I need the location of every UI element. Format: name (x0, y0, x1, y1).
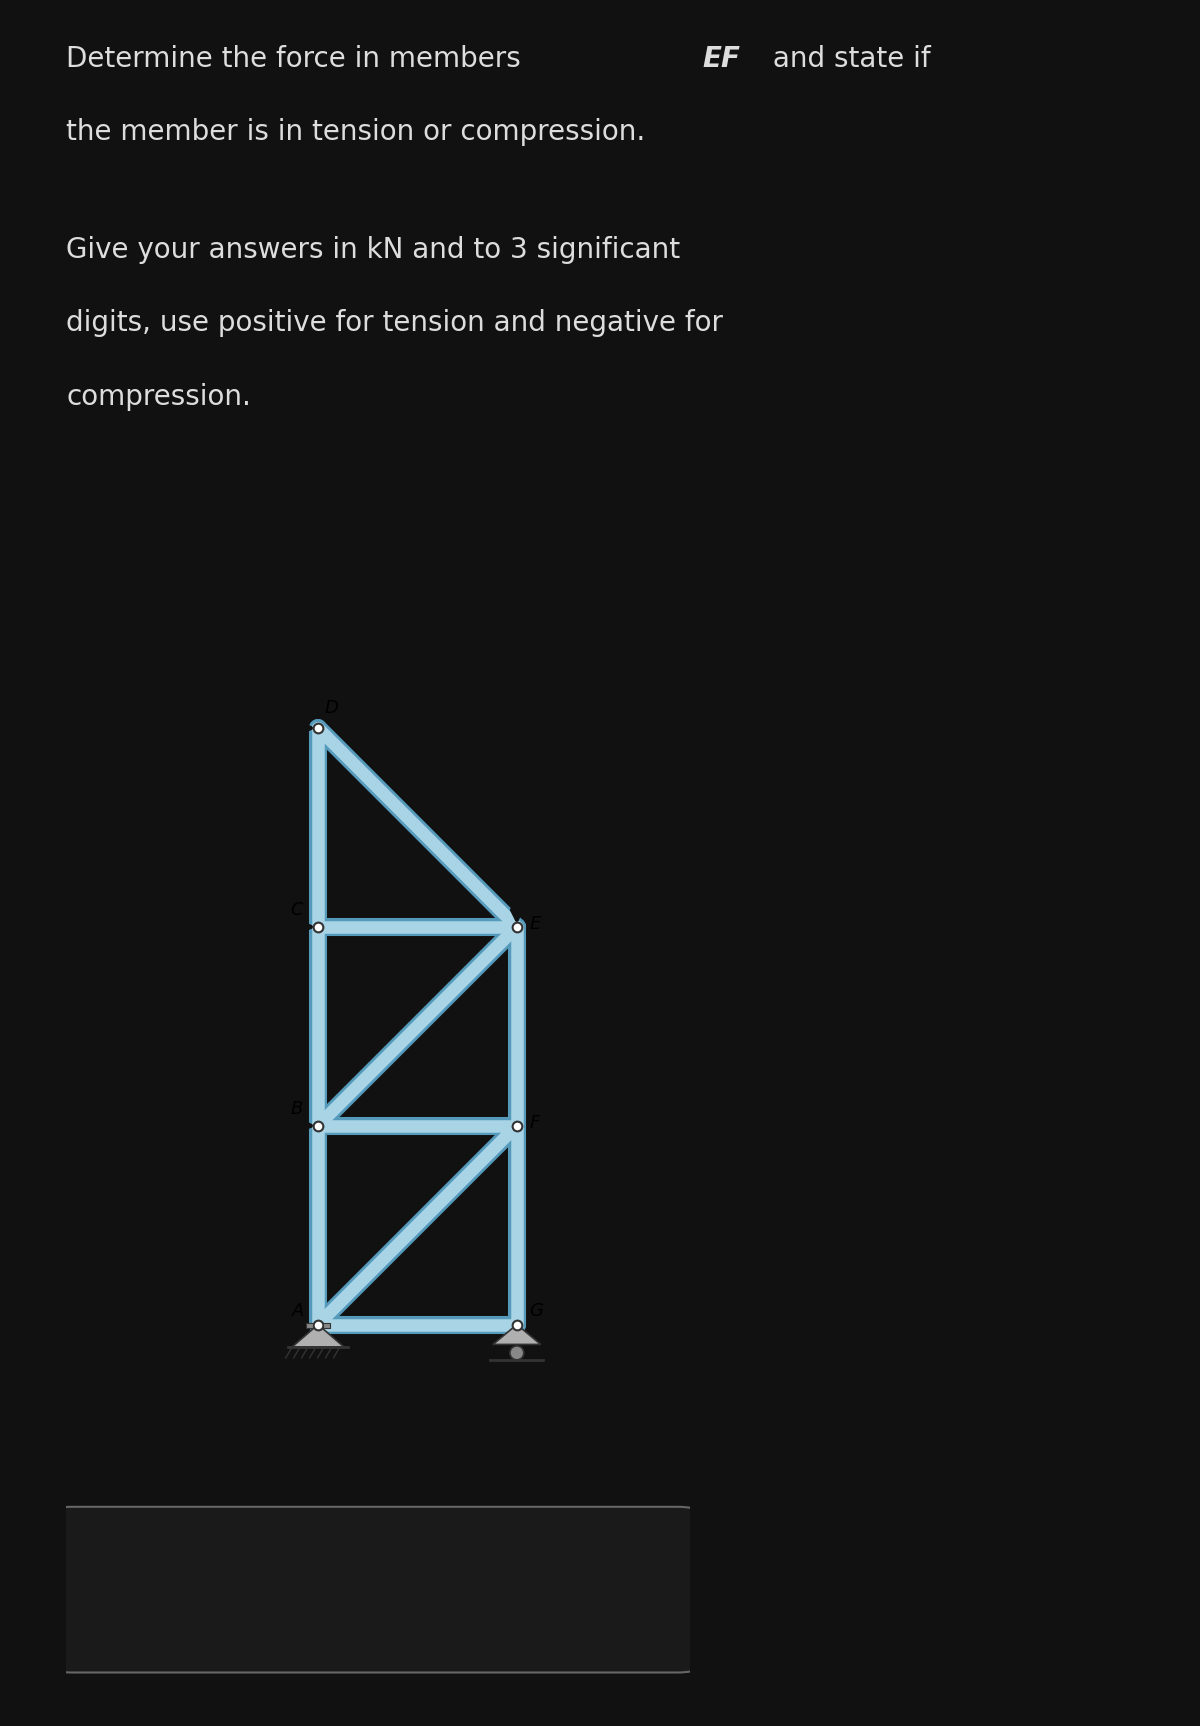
Text: 10 kN: 10 kN (233, 946, 284, 963)
Polygon shape (292, 1324, 344, 1346)
Text: 4 m: 4 m (400, 1391, 434, 1408)
Text: D: D (324, 699, 338, 718)
Text: 5 kN: 5 kN (240, 694, 282, 713)
Text: C: C (290, 901, 304, 920)
Polygon shape (306, 1324, 312, 1327)
Text: G: G (529, 1301, 544, 1320)
Text: 5 kN: 5 kN (539, 839, 580, 856)
FancyBboxPatch shape (54, 1507, 696, 1672)
Text: 4 m: 4 m (234, 818, 269, 837)
Polygon shape (324, 1324, 330, 1327)
Text: the member is in tension or compression.: the member is in tension or compression. (66, 117, 646, 147)
Text: F: F (529, 1115, 540, 1132)
Text: compression.: compression. (66, 383, 251, 411)
Text: EF: EF (702, 45, 740, 72)
Circle shape (510, 1346, 523, 1360)
Text: 4 m: 4 m (234, 1017, 269, 1036)
Text: and state if: and state if (764, 45, 931, 72)
Text: 10 kN: 10 kN (233, 1144, 284, 1162)
Text: Determine the force in members: Determine the force in members (66, 45, 529, 72)
Text: E: E (529, 915, 541, 934)
Text: B: B (290, 1099, 304, 1118)
Text: 4 m: 4 m (234, 1217, 269, 1234)
Text: A: A (292, 1301, 304, 1320)
Polygon shape (493, 1324, 541, 1345)
Text: digits, use positive for tension and negative for: digits, use positive for tension and neg… (66, 309, 722, 337)
Text: Give your answers in kN and to 3 significant: Give your answers in kN and to 3 signifi… (66, 236, 680, 264)
